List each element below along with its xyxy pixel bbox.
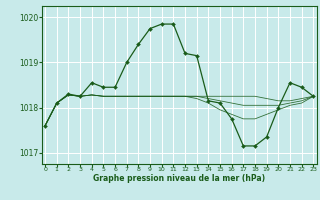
X-axis label: Graphe pression niveau de la mer (hPa): Graphe pression niveau de la mer (hPa): [93, 174, 265, 183]
